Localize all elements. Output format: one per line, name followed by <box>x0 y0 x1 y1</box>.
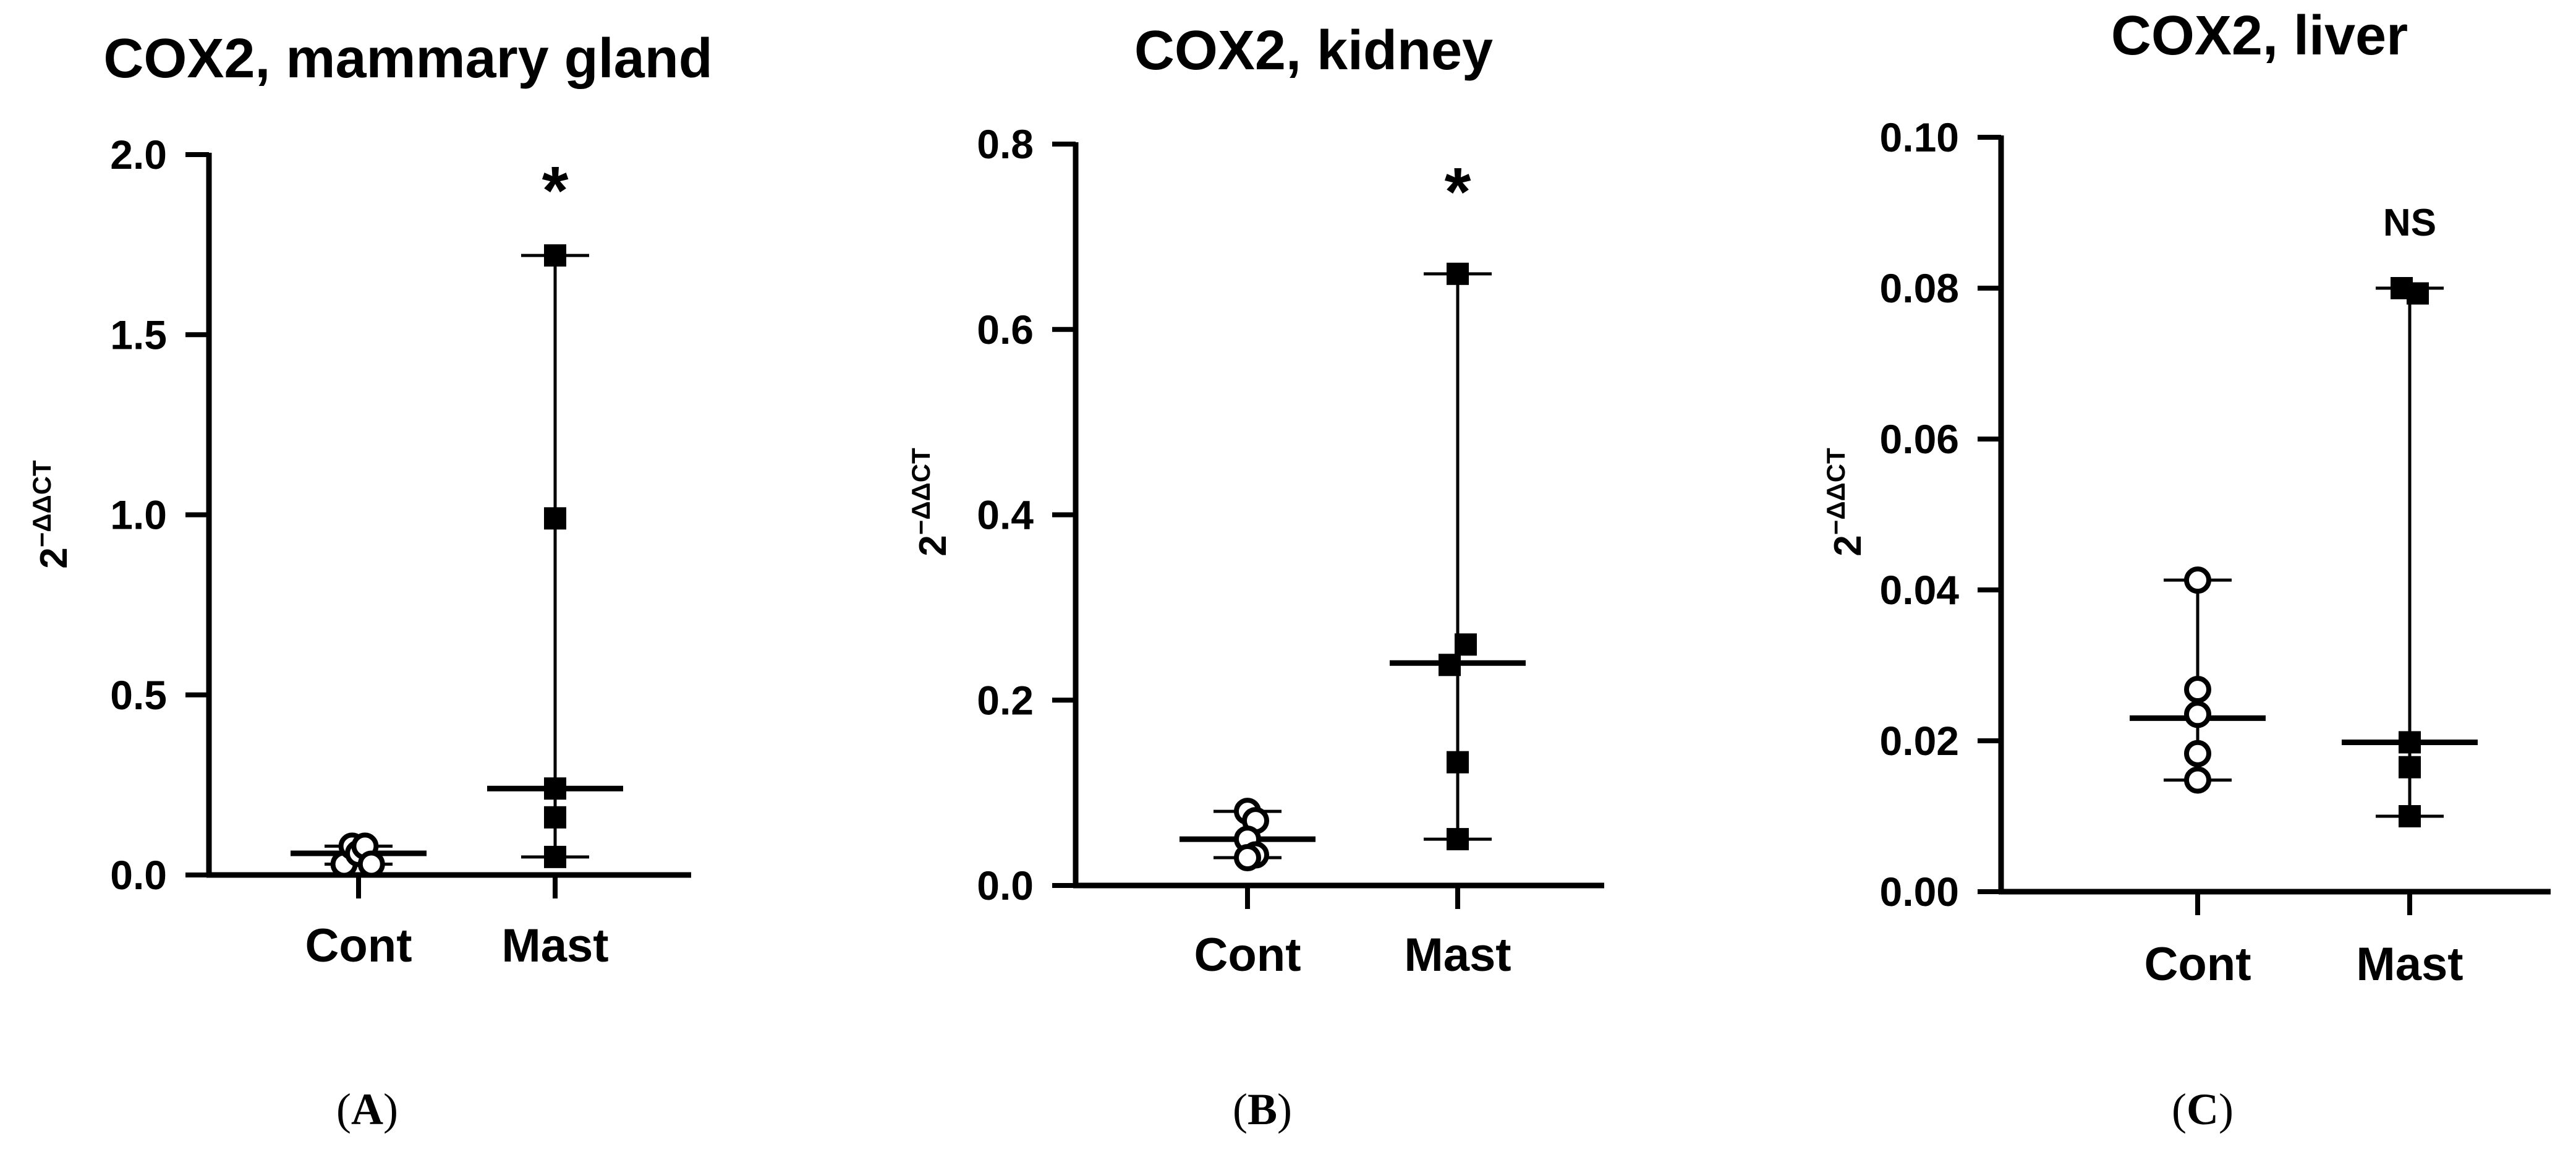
series-mast <box>2342 277 2478 827</box>
data-point <box>544 244 566 267</box>
y-tick-label: 0.00 <box>1880 869 1959 915</box>
series-cont <box>291 832 427 878</box>
data-point <box>2399 731 2421 754</box>
x-tick-label: Mast <box>2356 938 2463 991</box>
chart-title: COX2, kidney <box>1134 20 1493 82</box>
series-cont <box>2130 566 2266 794</box>
data-point <box>2184 766 2211 794</box>
data-point <box>1439 654 1461 676</box>
chart-title: COX2, liver <box>2111 5 2408 67</box>
y-tick-label: 2.0 <box>110 132 167 177</box>
panel-label: (B) <box>1233 1085 1292 1134</box>
data-point <box>544 777 566 800</box>
y-tick-label: 0.6 <box>977 307 1034 352</box>
data-point <box>2399 756 2421 779</box>
y-tick-label: 1.0 <box>110 492 167 538</box>
x-tick-label: Cont <box>1194 929 1301 981</box>
y-tick-label: 0.02 <box>1880 718 1959 764</box>
y-tick-label: 0.08 <box>1880 265 1959 311</box>
panel-label: (A) <box>336 1085 398 1134</box>
series-mast <box>487 244 623 868</box>
data-point <box>357 850 385 878</box>
y-tick-label: 0.0 <box>977 863 1034 908</box>
data-point <box>2184 701 2211 728</box>
data-point <box>544 507 566 530</box>
series-mast <box>1390 262 1526 851</box>
panel-a: COX2, mammary gland 0.0 0.5 1.0 1.5 2.0 Cont Ma… <box>27 28 713 1134</box>
data-point <box>2407 282 2429 305</box>
data-point <box>1455 633 1477 656</box>
y-tick-label: 0.4 <box>977 492 1034 538</box>
panel-label: (C) <box>2172 1085 2234 1134</box>
y-axis-label: 2−ΔΔCT <box>1821 448 1869 557</box>
data-point <box>1447 262 1469 285</box>
x-tick-label: Cont <box>2144 938 2251 991</box>
series-cont <box>1180 798 1316 872</box>
data-point <box>2184 676 2211 704</box>
significance-label: * <box>542 153 569 229</box>
data-point <box>2184 740 2211 767</box>
x-tick-label: Mast <box>501 919 608 972</box>
significance-label: NS <box>2383 202 2436 244</box>
data-point <box>1447 751 1469 774</box>
y-tick-label: 0.8 <box>977 121 1034 167</box>
y-axis-label: 2−ΔΔCT <box>906 448 954 557</box>
data-point <box>2399 805 2421 827</box>
y-tick-label: 0.06 <box>1880 416 1959 462</box>
data-point <box>544 806 566 829</box>
y-tick-label: 0.0 <box>110 852 167 898</box>
panel-c: COX2, liver 0.00 0.02 0.04 0.06 0.08 0.10 Cont M… <box>1821 5 2551 1134</box>
y-axis-label: 2−ΔΔCT <box>27 460 75 569</box>
y-tick-label: 0.10 <box>1880 114 1959 160</box>
data-point <box>1234 844 1261 872</box>
y-tick-label: 0.2 <box>977 677 1034 723</box>
data-point <box>1447 828 1469 851</box>
x-tick-label: Mast <box>1404 929 1511 981</box>
data-point <box>544 845 566 868</box>
y-tick-label: 0.5 <box>110 672 167 718</box>
data-point <box>2184 566 2211 594</box>
y-tick-label: 0.04 <box>1880 567 1960 613</box>
chart-title: COX2, mammary gland <box>103 28 712 90</box>
x-tick-label: Cont <box>305 919 412 972</box>
y-tick-label: 1.5 <box>110 312 167 357</box>
panel-b: COX2, kidney 0.0 0.2 0.4 0.6 0.8 Cont Mast 2−ΔΔC… <box>906 20 1604 1134</box>
significance-label: * <box>1445 154 1471 230</box>
